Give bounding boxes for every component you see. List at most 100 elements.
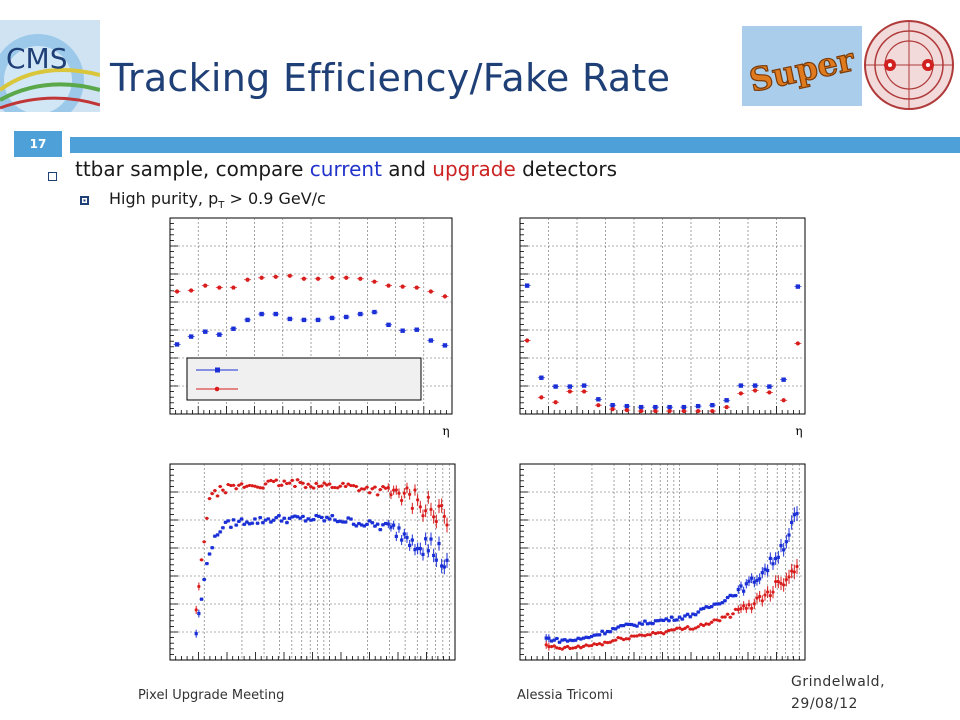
bullet-text-level1: ttbar sample, compare current and upgrad… xyxy=(75,157,617,181)
data-point xyxy=(661,632,666,636)
data-point xyxy=(597,633,602,637)
data-point xyxy=(373,485,377,489)
data-point xyxy=(354,484,358,489)
data-point xyxy=(688,627,692,631)
data-point xyxy=(429,507,433,511)
data-point xyxy=(372,309,377,315)
data-point xyxy=(392,488,396,492)
data-point xyxy=(632,634,636,638)
bullet2-sub: T xyxy=(218,200,225,212)
data-point xyxy=(672,618,676,622)
data-point xyxy=(744,606,748,611)
data-point xyxy=(370,521,374,525)
data-point xyxy=(357,521,361,526)
data-point xyxy=(400,328,405,333)
data-point xyxy=(330,485,334,490)
data-point xyxy=(731,594,735,598)
data-point xyxy=(277,514,281,518)
data-point xyxy=(376,522,380,526)
data-point xyxy=(429,537,433,541)
data-point xyxy=(787,533,791,537)
data-point xyxy=(544,643,548,647)
data-point xyxy=(234,487,238,491)
data-point xyxy=(207,497,212,501)
data-point xyxy=(205,516,209,520)
data-point xyxy=(426,495,430,499)
data-point xyxy=(217,285,222,290)
data-point xyxy=(322,481,326,485)
data-point xyxy=(344,314,349,320)
data-point xyxy=(768,593,772,598)
series xyxy=(544,506,799,644)
data-point xyxy=(358,311,363,317)
data-point xyxy=(619,624,623,628)
data-point xyxy=(287,516,292,520)
data-point xyxy=(386,283,391,288)
data-point xyxy=(672,628,676,632)
data-point xyxy=(330,514,334,518)
bullet1-upgrade: upgrade xyxy=(432,157,516,181)
data-point xyxy=(712,602,716,606)
data-point xyxy=(742,604,746,608)
data-point xyxy=(434,519,438,524)
data-point xyxy=(742,589,746,593)
series xyxy=(173,273,449,299)
bullet1-current: current xyxy=(309,157,382,181)
data-point xyxy=(358,276,363,281)
data-point xyxy=(552,644,556,648)
data-point xyxy=(524,283,530,288)
data-point xyxy=(434,558,438,562)
data-point xyxy=(239,482,244,486)
data-point xyxy=(360,523,364,527)
data-point xyxy=(221,488,225,492)
series xyxy=(194,513,449,638)
data-point xyxy=(603,632,607,636)
data-point xyxy=(670,628,674,632)
data-point xyxy=(336,519,340,524)
data-point xyxy=(648,633,652,637)
slide-number: 17 xyxy=(14,131,62,157)
data-point xyxy=(758,577,762,581)
data-point xyxy=(287,316,293,322)
data-point xyxy=(774,579,778,584)
data-point xyxy=(710,605,714,609)
data-point xyxy=(616,625,620,629)
data-point xyxy=(704,605,708,609)
chart-svg: η xyxy=(169,217,453,438)
data-point xyxy=(656,619,660,623)
data-point xyxy=(694,626,698,630)
data-point xyxy=(432,515,436,519)
data-point xyxy=(567,389,572,394)
data-point xyxy=(389,525,393,529)
data-point xyxy=(790,520,794,525)
plot-fakerate-vs-eta: η xyxy=(480,210,815,442)
data-point xyxy=(271,479,276,484)
data-point xyxy=(678,626,682,630)
data-point xyxy=(781,377,786,382)
data-point xyxy=(266,517,270,521)
data-point xyxy=(303,485,308,490)
data-point xyxy=(418,505,422,509)
data-point xyxy=(315,276,321,281)
data-point xyxy=(779,543,783,548)
data-point xyxy=(202,577,206,582)
data-point xyxy=(611,639,615,643)
data-point xyxy=(274,516,278,520)
data-point xyxy=(247,522,252,526)
data-point xyxy=(263,482,268,486)
data-point xyxy=(695,403,701,409)
data-point xyxy=(315,317,321,323)
data-point xyxy=(258,486,262,490)
data-point xyxy=(640,622,644,626)
plot-frame xyxy=(519,463,806,661)
data-point xyxy=(405,536,409,540)
data-point xyxy=(787,575,791,579)
data-point xyxy=(710,408,715,414)
series xyxy=(523,283,802,410)
data-point xyxy=(624,403,630,409)
data-point xyxy=(582,389,587,394)
data-point xyxy=(587,635,591,640)
data-point xyxy=(413,548,417,552)
data-point xyxy=(723,615,727,619)
data-point xyxy=(424,509,428,513)
